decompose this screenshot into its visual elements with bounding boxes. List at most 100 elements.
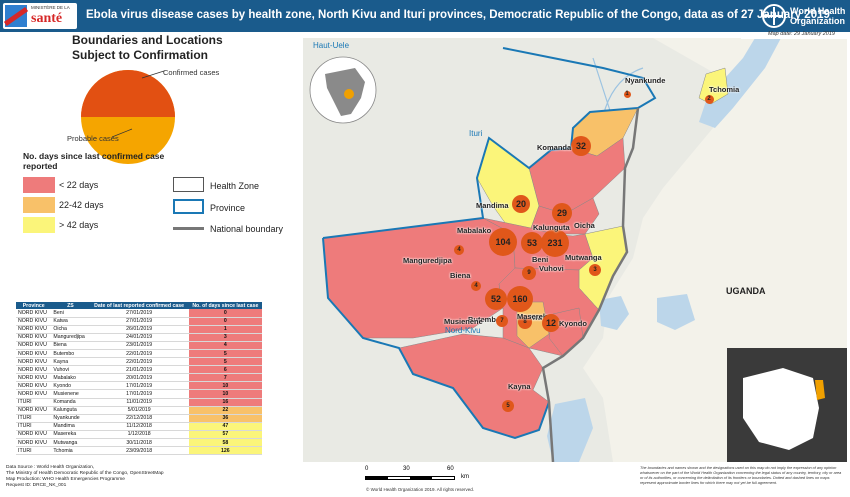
cell-zone: Nyankunde	[51, 414, 90, 423]
case-count: 1	[625, 91, 629, 97]
cell-days: 6	[188, 365, 262, 375]
source-line-2: The Ministry of Health Democratic Republ…	[6, 471, 164, 476]
legend-province-symbol	[173, 199, 204, 214]
legend-health-zone-symbol	[173, 177, 204, 192]
cell-days: 22	[188, 406, 262, 415]
case-count: 2	[707, 96, 711, 102]
source-line-4: Request ID: DRCE_NK_001	[6, 483, 67, 488]
cell-date: 1/12/2018	[89, 430, 189, 440]
zone-label-butembo: Butembo	[468, 315, 501, 324]
country-label-uganda: UGANDA	[726, 286, 766, 296]
cell-zone: Kalunguta	[51, 406, 90, 415]
cell-province: NORD KIVU	[16, 381, 52, 391]
table-row: NORD KIVU Katwa 27/01/2019 0	[16, 317, 262, 326]
case-count: 7	[500, 318, 504, 324]
cell-province: NORD KIVU	[16, 373, 52, 383]
zone-label-kyondo: Kyondo	[559, 319, 587, 328]
pie-confirmed-label: Confirmed cases	[163, 68, 220, 77]
cell-province: NORD KIVU	[16, 309, 52, 318]
map-date-area	[741, 38, 847, 39]
pie-probable-label: Probable cases	[67, 134, 119, 143]
case-bubble-biena: 4	[471, 281, 481, 291]
table-row: NORD KIVU Musienene 17/01/2019 10	[16, 389, 262, 399]
zone-label-nyankunde: Nyankunde	[625, 76, 666, 85]
zone-label-kayna: Kayna	[508, 382, 531, 391]
who-globe-icon	[762, 4, 786, 28]
zone-label-oicha: Oicha	[574, 221, 595, 230]
cell-days: 10	[188, 381, 262, 391]
cell-province: NORD KIVU	[16, 389, 52, 399]
lake-edward	[599, 296, 629, 330]
header-bar: MINISTÈRE DE LA santé Ebola virus diseas…	[0, 0, 850, 32]
cell-days: 58	[188, 438, 262, 448]
case-count: 12	[545, 318, 556, 328]
cell-days: 0	[188, 317, 262, 326]
legend-pie	[81, 70, 175, 164]
scale-label-0: 0	[365, 466, 369, 472]
case-count: 8	[523, 319, 527, 325]
cell-zone: Kyondo	[51, 381, 90, 391]
case-bubble-oicha: 29	[552, 203, 572, 223]
legend-swatch-gt42	[23, 217, 55, 233]
case-count: 32	[575, 141, 586, 151]
cell-date: 27/01/2019	[89, 317, 189, 326]
cell-days: 10	[188, 389, 262, 399]
drc-inset	[727, 348, 847, 462]
cell-province: NORD KIVU	[16, 341, 52, 350]
cell-zone: Komanda	[51, 398, 90, 407]
zone-label-komanda: Komanda	[537, 143, 572, 152]
case-bubble-tchomia: 2	[704, 94, 714, 104]
cell-date: 5/01/2019	[89, 406, 189, 415]
table-row: NORD KIVU Kalunguta 5/01/2019 22	[16, 406, 262, 415]
case-count: 52	[490, 294, 501, 304]
case-bubble-masereka: 8	[518, 315, 532, 329]
who-name: World Health Organization	[790, 6, 846, 26]
case-count: 9	[527, 270, 531, 276]
scale-bar: 0 30 60 km	[365, 466, 469, 480]
legend-swatch-lt22	[23, 177, 55, 193]
table-row: NORD KIVU Mabalako 20/01/2019 7	[16, 373, 262, 383]
case-bubble-mabalako: 104	[489, 228, 517, 256]
case-bubble-kyondo: 12	[542, 314, 560, 332]
cell-days: 0	[188, 309, 262, 318]
case-bubble-nyankunde: 1	[623, 90, 631, 98]
cell-date: 17/01/2019	[89, 381, 189, 391]
province-boundary-nordkivu	[322, 237, 550, 440]
zone-label-musienene: Musienene	[444, 317, 483, 326]
cell-zone: Butembo	[51, 349, 90, 359]
table-row: ITURI Nyankunde 22/12/2018 36	[16, 414, 262, 423]
case-bubble-kayna: 5	[502, 400, 514, 412]
zone-label-manguredjipa: Manguredjipa	[403, 256, 452, 265]
legend-province-label: Province	[210, 203, 246, 213]
cell-days: 7	[188, 373, 262, 383]
cell-zone: Beni	[51, 309, 90, 318]
drc-flag-icon	[5, 5, 27, 27]
region-label-nord-kivu: Nord-Kivu	[445, 326, 481, 335]
case-bubble-beni: 53	[521, 232, 543, 254]
cell-province: ITURI	[16, 446, 52, 456]
cell-province: NORD KIVU	[16, 333, 52, 342]
table-row: NORD KIVU Butembo 22/01/2019 5	[16, 349, 262, 359]
cell-days: 3	[188, 333, 262, 342]
scale-unit: km	[461, 474, 469, 480]
case-count: 3	[593, 267, 597, 273]
zone-label-tchomia: Tchomia	[709, 85, 740, 94]
cell-date: 17/01/2019	[89, 389, 189, 399]
case-count: 4	[474, 283, 478, 289]
legend-swatch-22-42	[23, 197, 55, 213]
case-bubble-vuhovi: 9	[522, 266, 536, 280]
legend-title: Boundaries and Locations Subject to Conf…	[72, 33, 223, 63]
table-row: NORD KIVU Kyondo 17/01/2019 10	[16, 381, 262, 391]
cell-zone: Kayna	[51, 357, 90, 367]
map-date: Map date: 29 January 2019	[768, 31, 835, 37]
case-bubble-manguredjipa: 4	[454, 245, 464, 255]
data-source: Data Source : World Health Organization,…	[6, 465, 266, 489]
table-row: NORD KIVU Manguredjipa 24/01/2019 3	[16, 333, 262, 342]
case-bubble-musienene: 7	[496, 315, 508, 327]
cell-zone: Katwa	[51, 317, 90, 326]
table-row: NORD KIVU Vuhovi 21/01/2019 6	[16, 365, 262, 375]
scale-label-30: 30	[403, 466, 410, 472]
pie-confirmed-leader	[141, 70, 165, 79]
disclaimer: The boundaries and names shown and the d…	[640, 466, 842, 485]
lake-george	[657, 294, 695, 330]
